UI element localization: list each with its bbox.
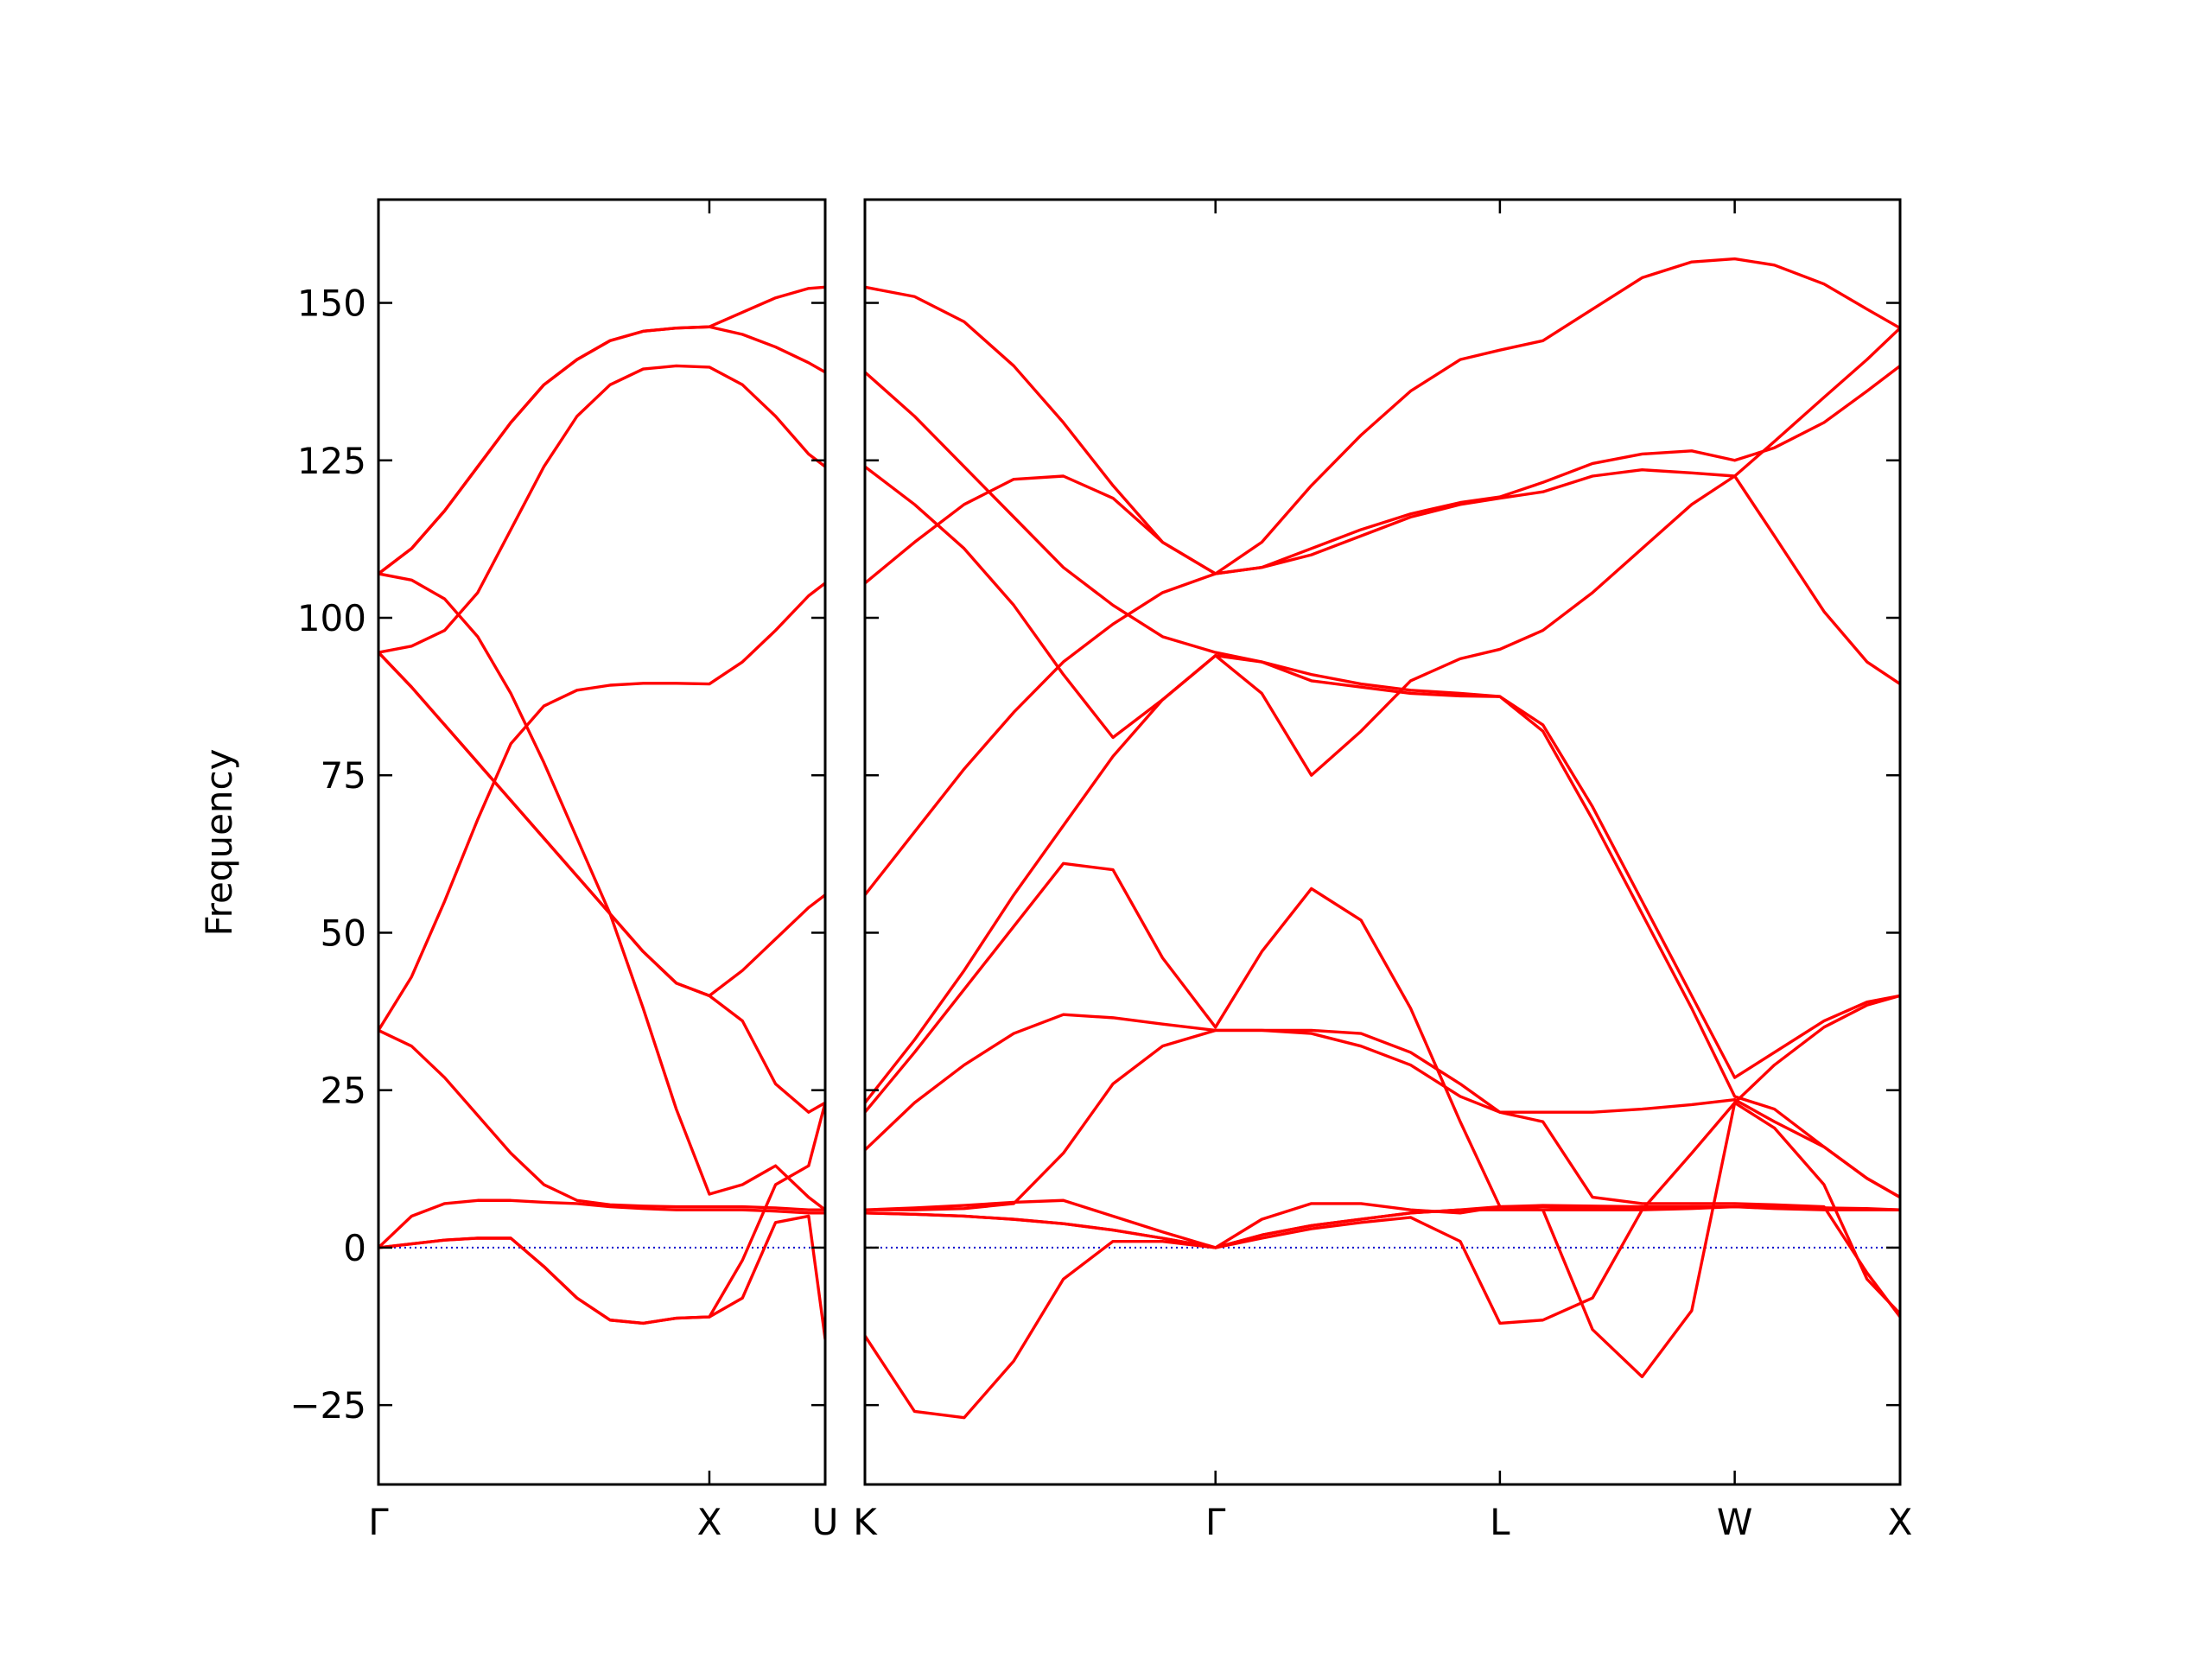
band-line bbox=[865, 468, 1900, 897]
x-tick-label: X bbox=[1888, 1501, 1913, 1543]
y-tick-label: 50 bbox=[321, 912, 366, 954]
x-tick-label: Γ bbox=[1205, 1501, 1226, 1543]
band-line bbox=[378, 651, 825, 998]
band-line bbox=[865, 1101, 1900, 1379]
x-tick-label: X bbox=[697, 1501, 722, 1543]
band-line bbox=[865, 654, 1900, 1199]
y-tick-label: −25 bbox=[289, 1384, 366, 1427]
plot-area bbox=[865, 257, 1900, 1420]
band-line bbox=[865, 1028, 1900, 1319]
band-line bbox=[865, 257, 1900, 575]
plot-area bbox=[378, 285, 825, 1341]
y-axis-label: Frequency bbox=[198, 749, 240, 937]
band-line bbox=[378, 582, 825, 1033]
x-tick-label: W bbox=[1717, 1501, 1753, 1543]
y-tick-label: 25 bbox=[321, 1070, 366, 1112]
band-line bbox=[865, 364, 1900, 585]
x-tick-label: U bbox=[812, 1501, 839, 1543]
y-tick-label: 125 bbox=[297, 440, 366, 482]
band-line bbox=[865, 371, 1900, 1079]
x-tick-label: K bbox=[853, 1501, 878, 1543]
band-line bbox=[378, 325, 825, 575]
plot-frame bbox=[377, 198, 827, 1486]
x-tick-label: L bbox=[1490, 1501, 1510, 1543]
y-tick-label: 75 bbox=[321, 754, 366, 797]
y-tick-label: 0 bbox=[343, 1227, 366, 1269]
x-tick-label: Γ bbox=[368, 1501, 389, 1543]
band-line bbox=[865, 327, 1900, 777]
band-line bbox=[378, 1101, 825, 1325]
band-line bbox=[865, 1013, 1900, 1199]
y-tick-label: 100 bbox=[297, 597, 366, 639]
plot-frame bbox=[863, 198, 1902, 1486]
y-tick-label: 150 bbox=[297, 283, 366, 325]
band-line bbox=[865, 994, 1900, 1420]
band-line bbox=[378, 364, 825, 654]
